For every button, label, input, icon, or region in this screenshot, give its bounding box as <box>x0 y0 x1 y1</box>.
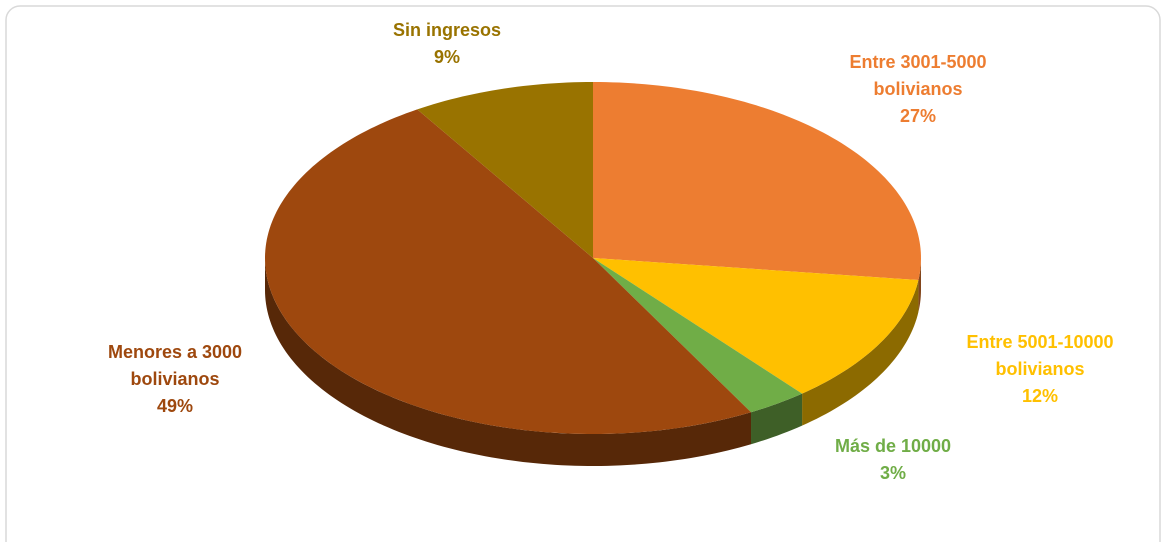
category-label: Más de 10000 <box>834 436 952 456</box>
pie-slice <box>593 258 919 394</box>
category-label: Sin ingresos <box>392 20 502 40</box>
data-label: Más de 10000 3% <box>788 433 998 487</box>
slice-side <box>751 393 803 445</box>
category-label: Entre 5001-10000 bolivianos <box>966 332 1114 379</box>
value-label: 49% <box>156 396 194 416</box>
value-label: 3% <box>879 463 906 483</box>
pie-slice <box>593 82 921 281</box>
pie-slice <box>417 82 593 258</box>
pie-slice <box>593 258 803 413</box>
slice-side <box>918 258 921 313</box>
slice-side <box>265 258 752 466</box>
data-label: Menores a 3000 bolivianos 49% <box>70 339 280 420</box>
category-label: Entre 3001-5000 bolivianos <box>849 52 987 99</box>
data-label: Entre 5001-10000 bolivianos 12% <box>935 329 1145 410</box>
value-label: 9% <box>433 47 460 67</box>
data-label: Sin ingresos 9% <box>342 17 552 71</box>
value-label: 27% <box>899 106 937 126</box>
slice-side <box>802 280 919 426</box>
pie-slice <box>265 109 752 434</box>
category-label: Menores a 3000 bolivianos <box>107 342 243 389</box>
data-label: Entre 3001-5000 bolivianos 27% <box>813 49 1023 130</box>
value-label: 12% <box>1021 386 1059 406</box>
